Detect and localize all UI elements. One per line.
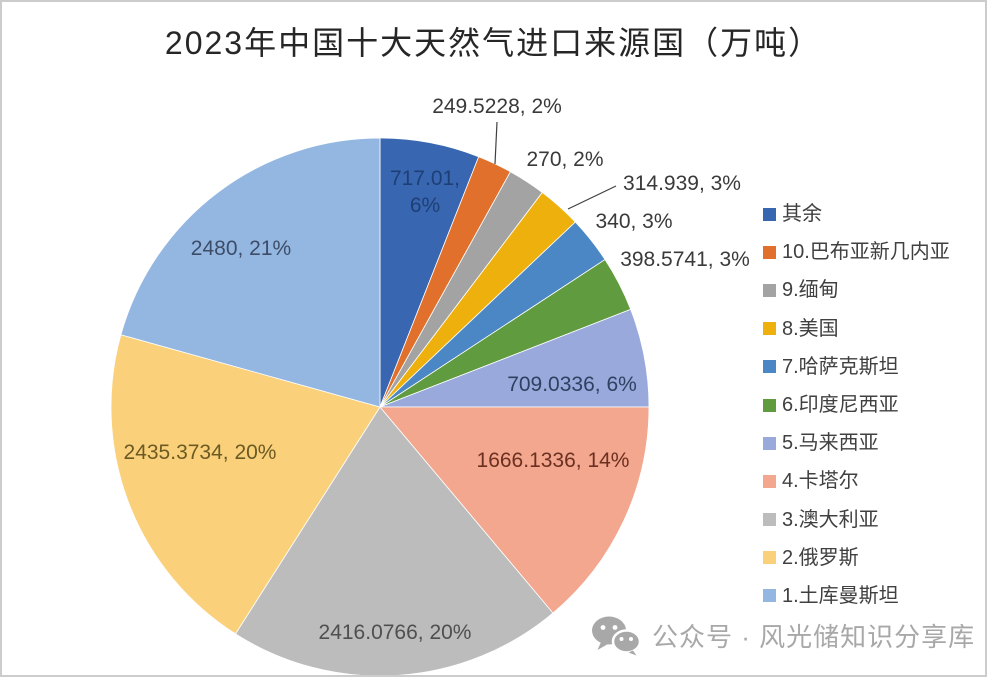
legend-label: 2.俄罗斯	[782, 546, 859, 569]
legend-swatch-icon	[763, 551, 776, 565]
legend-swatch-icon	[763, 436, 776, 450]
wechat-icon	[592, 616, 642, 656]
legend-item-1: 10.巴布亚新几内亚	[763, 233, 950, 271]
legend-label: 8.美国	[782, 317, 839, 340]
watermark-text: 公众号 · 风光储知识分享库	[652, 621, 976, 652]
pie-slice-8	[234, 406, 554, 675]
slice-label-1: 249.5228, 2%	[432, 95, 562, 118]
legend-item-3: 8.美国	[763, 310, 950, 348]
legend-item-5: 6.印度尼西亚	[763, 386, 950, 424]
legend-item-7: 4.卡塔尔	[763, 462, 950, 500]
legend-item-4: 7.哈萨克斯坦	[763, 348, 950, 386]
legend-item-2: 9.缅甸	[763, 271, 950, 309]
slice-label-4: 340, 3%	[595, 210, 672, 233]
slice-label-0: 717.01, 6%	[390, 167, 460, 217]
slice-label-8: 2416.0766, 20%	[319, 621, 472, 644]
legend-swatch-icon	[763, 398, 776, 412]
legend-label: 10.巴布亚新几内亚	[782, 241, 950, 264]
legend-label: 3.澳大利亚	[782, 508, 879, 531]
pie-slice-10	[120, 137, 381, 408]
legend-swatch-icon	[763, 474, 776, 488]
slice-label-5: 398.5741, 3%	[620, 248, 750, 271]
slice-label-6: 709.0336, 6%	[507, 373, 637, 396]
legend-swatch-icon	[763, 207, 776, 221]
pie-slice-9	[110, 334, 381, 635]
legend-swatch-icon	[763, 283, 776, 297]
legend-item-6: 5.马来西亚	[763, 424, 950, 462]
legend-swatch-icon	[763, 360, 776, 374]
legend-label: 6.印度尼西亚	[782, 394, 899, 417]
chart-legend: 其余 10.巴布亚新几内亚 9.缅甸 8.美国 7.哈萨克斯坦 6.印度尼西亚 5.马来西亚…	[763, 195, 950, 615]
legend-label: 4.卡塔尔	[782, 470, 859, 493]
legend-swatch-icon	[763, 589, 776, 603]
label-leader-line	[494, 121, 498, 165]
slice-label-2: 270, 2%	[526, 148, 603, 171]
slice-label-7: 1666.1336, 14%	[477, 449, 630, 472]
legend-label: 5.马来西亚	[782, 432, 879, 455]
legend-label: 1.土库曼斯坦	[782, 584, 899, 607]
legend-label: 7.哈萨克斯坦	[782, 355, 899, 378]
legend-item-9: 2.俄罗斯	[763, 539, 950, 577]
legend-item-10: 1.土库曼斯坦	[763, 577, 950, 615]
legend-item-0: 其余	[763, 195, 950, 233]
chart-title: 2023年中国十大天然气进口来源国（万吨）	[164, 25, 823, 61]
watermark: 公众号 · 风光储知识分享库	[590, 612, 975, 658]
legend-swatch-icon	[763, 322, 776, 336]
legend-swatch-icon	[763, 245, 776, 259]
slice-label-3: 314.939, 3%	[623, 172, 741, 195]
legend-item-8: 3.澳大利亚	[763, 501, 950, 539]
pie-slice-7	[379, 406, 650, 614]
legend-label: 9.缅甸	[782, 279, 839, 302]
legend-label: 其余	[782, 203, 822, 226]
legend-swatch-icon	[763, 513, 776, 527]
label-leader-line	[567, 185, 617, 210]
slice-label-9: 2435.3734, 20%	[124, 441, 277, 464]
slice-label-10: 2480, 21%	[191, 237, 291, 260]
